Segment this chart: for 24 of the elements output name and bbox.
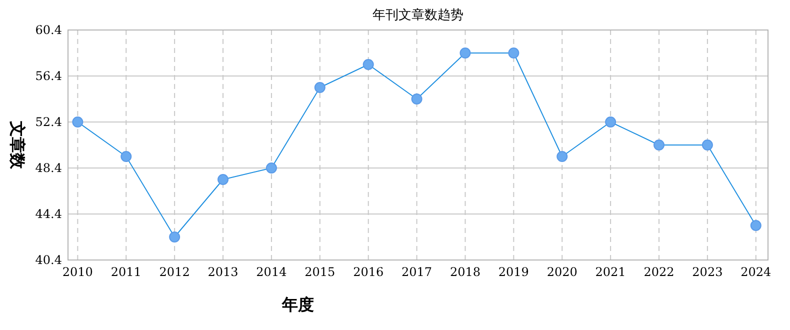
x-tick-label: 2011 [110,265,142,279]
x-tick-label: 2020 [546,265,578,279]
x-tick-label: 2017 [402,265,432,279]
x-tick-label: 2016 [353,265,384,279]
x-tick-label: 2010 [62,265,93,279]
y-tick-label: 44.4 [35,207,62,221]
x-tick-label: 2024 [740,265,772,279]
x-tick-label: 2019 [498,265,529,279]
y-tick-label: 40.4 [35,253,62,267]
x-tick-label: 2021 [595,265,626,279]
y-tick-label: 56.4 [35,69,62,83]
x-tick-label: 2015 [304,265,336,279]
x-tick-label: 2012 [159,265,190,279]
x-tick-label: 2018 [450,265,481,279]
chart-title: 年刊文章数趋势 [372,8,464,23]
x-tick-label: 2014 [256,265,288,279]
x-tick-label: 2022 [644,265,674,279]
x-tick-label: 2023 [692,265,723,279]
x-axis-title: 年度 [281,295,314,314]
x-tick-label: 2013 [208,265,238,279]
y-tick-label: 52.4 [35,115,62,129]
y-tick-label: 60.4 [35,23,62,37]
y-axis-title: 文章数 [8,120,27,170]
y-tick-label: 48.4 [35,161,62,175]
